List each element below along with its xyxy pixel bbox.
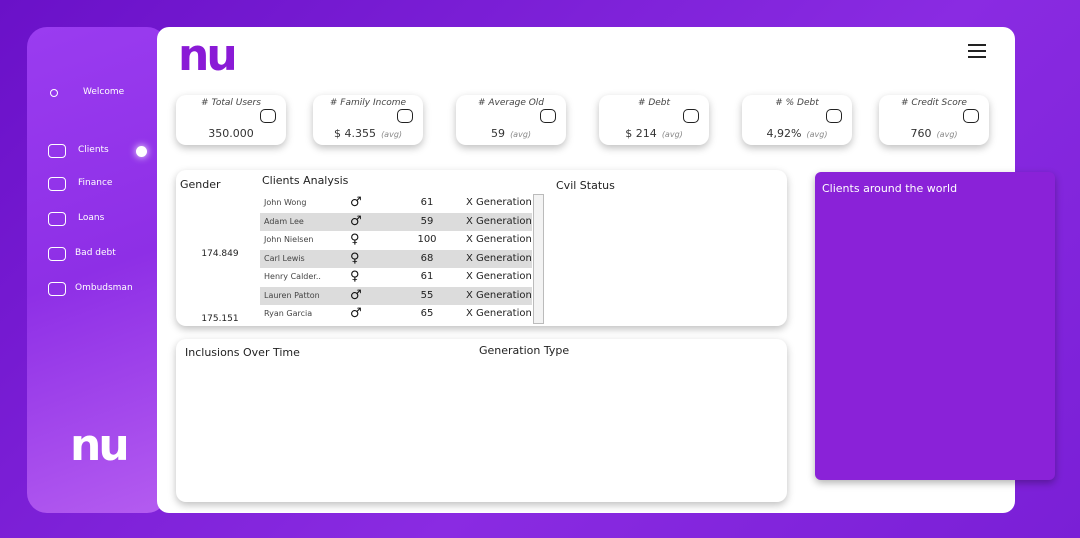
client-age: 55 xyxy=(420,289,434,301)
client-age: 61 xyxy=(420,271,434,282)
kpi-note: (avg) xyxy=(510,130,532,139)
kpi-value-row: 350.000 xyxy=(176,122,286,141)
client-age: 61 xyxy=(420,197,434,208)
nav-icon[interactable] xyxy=(48,212,66,226)
row-bg xyxy=(260,286,532,305)
menu-line xyxy=(968,50,986,52)
client-generation: X Generation xyxy=(466,289,532,301)
logo: nu xyxy=(70,420,130,471)
logo: nu xyxy=(178,30,238,81)
client-generation: X Generation xyxy=(466,271,532,282)
client-gender: ♀ xyxy=(350,269,360,284)
kpi-card: # Family Income $ 4.355 (avg) xyxy=(313,95,423,145)
menu-line xyxy=(968,44,986,46)
menu-button[interactable] xyxy=(966,44,990,60)
client-gender: ♀ xyxy=(350,250,360,266)
nav-icon[interactable] xyxy=(48,282,66,296)
kpi-note: (avg) xyxy=(806,130,828,139)
nav-item[interactable]: Loans xyxy=(78,213,105,223)
nav-icon[interactable] xyxy=(48,247,66,261)
time-card xyxy=(176,339,787,502)
kpi-icon xyxy=(397,109,413,123)
client-age: 100 xyxy=(417,234,437,245)
map-title: Clients around the world xyxy=(822,182,958,195)
kpi-value-row: $ 4.355 (avg) xyxy=(313,122,423,141)
kpi-title: # Family Income xyxy=(329,98,407,108)
kpi-value-row: 59 (avg) xyxy=(456,122,566,141)
kpi-icon xyxy=(963,109,979,123)
kpi-value: $ 214 xyxy=(625,127,657,140)
kpi-value-row: 760 (avg) xyxy=(879,122,989,141)
client-name: Adam Lee xyxy=(264,216,304,226)
kpi-value-row: $ 214 (avg) xyxy=(599,122,709,141)
kpi-card: # Debt $ 214 (avg) xyxy=(599,95,709,145)
sidebar xyxy=(27,27,167,513)
kpi-icon xyxy=(683,109,699,123)
client-gender: ♀ xyxy=(350,232,360,247)
client-gender: ♂ xyxy=(350,213,362,229)
menu-line xyxy=(968,56,986,58)
client-gender: ♂ xyxy=(350,195,362,210)
clients-title: Clients Analysis xyxy=(262,174,349,187)
kpi-card: # Credit Score 760 (avg) xyxy=(879,95,989,145)
kpi-card: # Average Old 59 (avg) xyxy=(456,95,566,145)
nav-icon[interactable] xyxy=(50,89,58,97)
kpi-icon xyxy=(540,109,556,123)
kpi-value: 350.000 xyxy=(208,127,254,140)
male-count: 174.849 xyxy=(201,249,239,259)
client-age: 59 xyxy=(420,215,434,227)
kpi-card: # Total Users 350.000 xyxy=(176,95,286,145)
nav-item[interactable]: Finance xyxy=(78,178,113,188)
client-generation: X Generation xyxy=(466,234,532,245)
client-gender: ♂ xyxy=(350,287,362,303)
client-name: Henry Calder.. xyxy=(264,272,321,281)
client-name: John Wong xyxy=(264,198,307,207)
client-age: 65 xyxy=(420,308,434,319)
kpi-value: 760 xyxy=(910,127,932,140)
client-generation: X Generation xyxy=(466,197,532,208)
scrollbar[interactable] xyxy=(533,194,544,324)
kpi-title: # Debt xyxy=(637,98,671,108)
nav-item[interactable]: Welcome xyxy=(83,87,125,97)
kpi-title: # Total Users xyxy=(201,98,261,108)
client-name: Lauren Patton xyxy=(264,290,320,300)
kpi-title: # Credit Score xyxy=(901,98,967,108)
kpi-value: 4,92% xyxy=(766,127,802,140)
kpi-title: # Average Old xyxy=(477,98,545,108)
client-generation: X Generation xyxy=(466,252,532,264)
kpi-icon xyxy=(826,109,842,123)
client-name: John Nielsen xyxy=(264,235,314,244)
kpi-note: (avg) xyxy=(661,130,683,139)
nav-item[interactable]: Clients xyxy=(78,145,109,155)
female-count: 175.151 xyxy=(201,314,239,324)
row-bg xyxy=(260,249,532,268)
kpi-title: # % Debt xyxy=(775,98,819,108)
nav-indicator xyxy=(136,146,147,157)
kpi-note: (avg) xyxy=(381,130,403,139)
nav-item[interactable]: Ombudsman xyxy=(75,283,133,293)
client-generation: X Generation xyxy=(466,308,532,319)
gender-title: Gender xyxy=(180,178,221,191)
client-name: Carl Lewis xyxy=(264,253,305,263)
client-generation: X Generation xyxy=(466,215,532,227)
inclusions-title: Inclusions Over Time xyxy=(185,346,300,359)
client-name: Ryan Garcia xyxy=(264,309,313,318)
kpi-value-row: 4,92% (avg) xyxy=(742,122,852,141)
kpi-note: (avg) xyxy=(936,130,958,139)
client-gender: ♂ xyxy=(350,306,362,321)
map-card xyxy=(815,172,1055,480)
nav-item[interactable]: Bad debt xyxy=(75,248,116,258)
client-age: 68 xyxy=(420,252,434,264)
kpi-icon xyxy=(260,109,276,123)
kpi-value: $ 4.355 xyxy=(333,127,376,140)
generation-title: Generation Type xyxy=(479,344,570,357)
nav-icon[interactable] xyxy=(48,144,66,158)
kpi-value: 59 xyxy=(490,127,505,140)
row-bg xyxy=(260,212,532,231)
civil-title: Cvil Status xyxy=(556,179,615,192)
kpi-card: # % Debt 4,92% (avg) xyxy=(742,95,852,145)
nav-icon[interactable] xyxy=(48,177,66,191)
